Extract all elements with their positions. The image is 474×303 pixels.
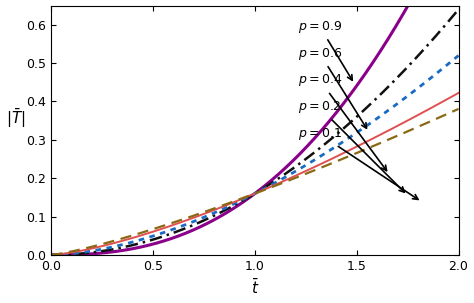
Y-axis label: $|\bar{T}|$: $|\bar{T}|$ — [6, 107, 25, 130]
X-axis label: $\bar{t}$: $\bar{t}$ — [251, 278, 259, 298]
Text: $p = 0.2$: $p = 0.2$ — [298, 99, 404, 192]
Text: $p = 0.6$: $p = 0.6$ — [298, 45, 366, 128]
Text: $p = 0.9$: $p = 0.9$ — [298, 19, 352, 80]
Text: $p = 0.4$: $p = 0.4$ — [298, 72, 386, 171]
Text: $p = 0.1$: $p = 0.1$ — [298, 126, 418, 199]
